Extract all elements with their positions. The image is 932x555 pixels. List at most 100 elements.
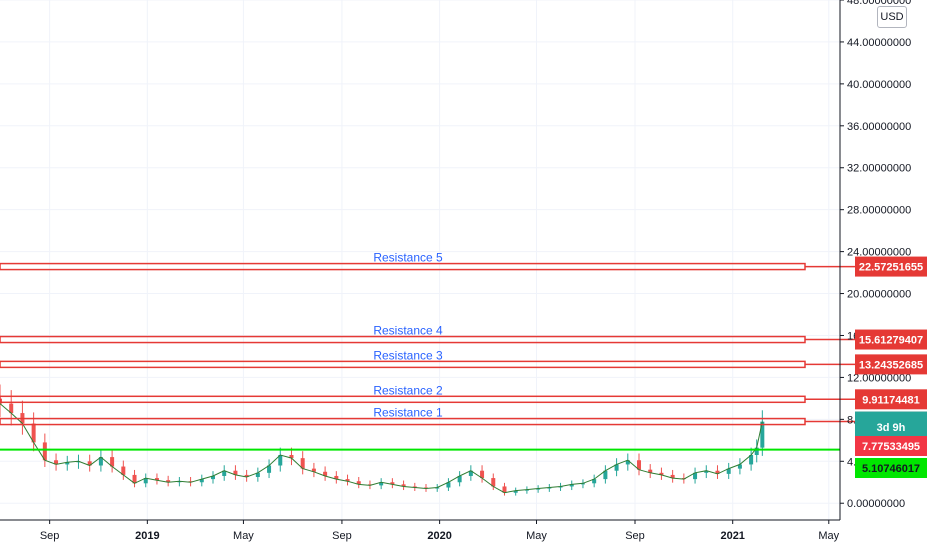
candle-body (625, 460, 630, 465)
candle-body (737, 464, 742, 469)
candle-body (289, 455, 294, 459)
support-price-tag (855, 458, 927, 478)
resistance-label: Resistance 1 (373, 406, 443, 420)
x-tick-label: 2019 (135, 530, 159, 542)
candle-body (513, 490, 518, 493)
candle-body (670, 474, 675, 479)
candle-body (345, 479, 350, 482)
candle-body (166, 480, 171, 483)
price-line (0, 403, 763, 494)
candle-body (9, 403, 14, 414)
resistance-label: Resistance 5 (373, 251, 443, 265)
candle-body (300, 458, 305, 469)
candle-body (278, 455, 283, 466)
grid (0, 0, 840, 520)
candle-body (132, 474, 137, 484)
candle-body (42, 442, 47, 461)
candle-body (110, 457, 115, 467)
candle-body (121, 466, 126, 475)
candle-body (244, 474, 249, 478)
y-tick-label: 36.00000000 (847, 121, 911, 133)
x-tick-label: Sep (625, 530, 645, 542)
y-tick-label: 48.00000000 (847, 0, 911, 7)
countdown-tag (855, 418, 927, 436)
y-tick-label: 32.00000000 (847, 163, 911, 175)
candle-body (435, 487, 440, 489)
candle-body (222, 470, 227, 476)
x-tick-label: Sep (40, 530, 60, 542)
candle-body (401, 484, 406, 487)
last-price-tag (855, 436, 927, 456)
axes: 0.000000004.000000008.0000000012.0000000… (0, 0, 911, 542)
candle-body (98, 457, 103, 466)
candle-body (54, 460, 59, 465)
price-labels: 22.57251655 15.61279407 13.24352685 9.91174… (855, 256, 927, 478)
currency-button[interactable]: USD (877, 6, 907, 28)
candle-body (502, 486, 507, 493)
candle-body (188, 481, 193, 483)
candle-body (390, 482, 395, 485)
x-tick-label: May (526, 530, 547, 542)
candle-body (65, 462, 70, 465)
candle-body (267, 465, 272, 473)
resistance-price-tag (855, 354, 927, 375)
candle-body (614, 464, 619, 471)
y-tick-label: 12.00000000 (847, 372, 911, 384)
resistance-label: Resistance 4 (373, 324, 443, 338)
candle-body (154, 478, 159, 481)
resistance-price-tag (855, 256, 927, 277)
candle-body (637, 460, 642, 470)
candle-body (334, 475, 339, 480)
candle-body (412, 486, 417, 488)
candle-body (323, 471, 328, 476)
candle-body (255, 472, 260, 478)
y-tick-label: 20.00000000 (847, 289, 911, 301)
candle-body (580, 483, 585, 485)
x-tick-label: May (233, 530, 254, 542)
candle-body (480, 470, 485, 479)
support-price-label: 5.10746017 (862, 463, 920, 475)
resistance-price-label: 22.57251655 (859, 262, 923, 274)
resistance-price-label: 13.24352685 (859, 359, 923, 371)
resistance-price-tag (855, 389, 927, 410)
candle-body (379, 482, 384, 486)
candle-body (177, 481, 182, 483)
candle-body (726, 468, 731, 474)
resistance-price-tag (855, 329, 927, 350)
candle-body (367, 484, 372, 486)
candle-body (754, 447, 759, 455)
candle-body (457, 475, 462, 483)
candle-body (311, 468, 316, 472)
candle-body (356, 481, 361, 485)
candle-body (199, 479, 204, 483)
resistance-levels[interactable]: Resistance 5 Resistance 4 Resistance 3 Resi… (0, 251, 855, 451)
candle-body (648, 469, 653, 473)
candle-body (715, 470, 720, 474)
candle-body (31, 423, 36, 443)
candle-body (659, 472, 664, 475)
candle-body (569, 484, 574, 487)
candle-body (547, 487, 552, 489)
candle-body (0, 398, 2, 404)
resistance-label: Resistance 3 (373, 348, 443, 362)
x-tick-label: May (818, 530, 839, 542)
resistance-price-label: 15.61279407 (859, 335, 923, 347)
x-tick-label: 2020 (427, 530, 451, 542)
candle-body (524, 489, 529, 491)
candle-body (760, 421, 765, 448)
candle-body (536, 488, 541, 490)
y-tick-label: 40.00000000 (847, 79, 911, 91)
candle-body (87, 461, 92, 466)
last-price-label: 7.77533495 (862, 441, 920, 453)
candle-body (693, 472, 698, 480)
x-tick-label: Sep (332, 530, 352, 542)
candle-body (749, 455, 754, 465)
y-tick-label: 24.00000000 (847, 247, 911, 259)
resistance-price-label: 9.91174481 (862, 394, 920, 406)
x-tick-label: 2021 (720, 530, 744, 542)
candle-body (446, 482, 451, 488)
candle-body (143, 478, 148, 484)
candle-body (233, 470, 238, 475)
